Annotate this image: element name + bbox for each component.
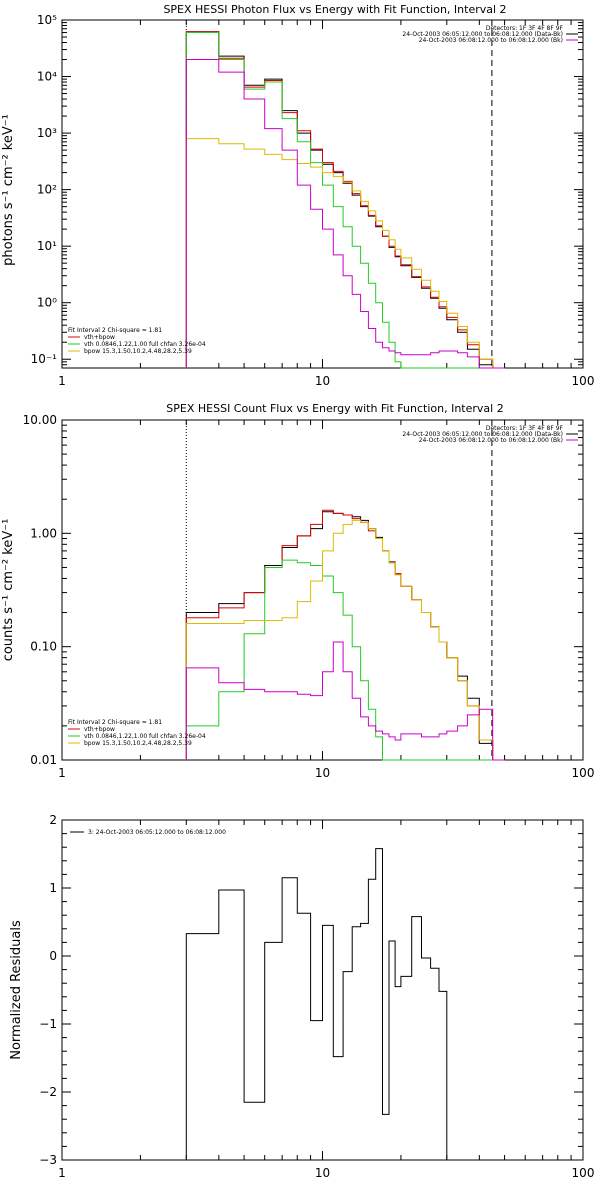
- panel-3-xtick-label: 1: [58, 1166, 66, 1180]
- panel-1-ytick-label: 10¹: [37, 239, 57, 253]
- panel-3-legend-topleft-text: 3: 24-Oct-2003 06:05:12.000 to 06:08:12.…: [88, 829, 226, 836]
- panel-2-series-background: [185, 641, 505, 761]
- panel-1-legend-bottomleft-text: vth 0.0846,1.22,1.00 full chfan 3.26e-04: [84, 341, 206, 348]
- panel-2-xtick-label: 100: [572, 766, 595, 780]
- panel-1-ytick-label: 10²: [37, 183, 57, 197]
- panel-3-ylabel: Normalized Residuals: [9, 920, 24, 1060]
- panel-2-series-bpow: [185, 519, 505, 761]
- panel-2-frame: [61, 419, 584, 761]
- panel-2-ylabel: counts s⁻¹ cm⁻² keV⁻¹: [1, 519, 16, 662]
- panel-1-ytick-label: 10⁴: [37, 70, 57, 84]
- panel-2-title: SPEX HESSI Count Flux vs Energy with Fit…: [166, 402, 503, 415]
- panel-2-legend-bottomleft-text: bpow 15.3,1.50,10.2,4.48,28.2,5.39: [84, 740, 192, 747]
- panel-1-legend-topright-text: 24-Oct-2003 06:05:12.000 to 06:08:12.000…: [402, 31, 563, 38]
- panel-1-frame: [61, 19, 584, 369]
- panel-2-xtick-label: 1: [58, 766, 66, 780]
- panel-1-series-bpow: [185, 138, 505, 369]
- panel-1-ytick-label: 10³: [37, 126, 57, 140]
- panel-1-series-vth: [185, 32, 505, 369]
- panel-3-ytick-label: −3: [39, 1153, 57, 1167]
- panel-3-ytick-label: 2: [49, 813, 57, 827]
- panel-2-ytick-label: 10.00: [23, 413, 57, 427]
- panel-1-ytick-label: 10⁻¹: [31, 352, 58, 366]
- panel-2-legend-topright-text: 24-Oct-2003 06:05:12.000 to 06:08:12.000…: [402, 431, 563, 438]
- panel-1-legend-topright-text: Detectors: 1F 3F 4F 8F 9F: [486, 25, 564, 32]
- panel-3-ytick-label: 0: [49, 949, 57, 963]
- panel-1-series-background: [185, 59, 505, 369]
- panel-3-ytick-label: −1: [39, 1017, 57, 1031]
- panel-1-ytick-label: 10⁰: [37, 296, 57, 310]
- panel-2-legend-bottomleft-text: vth+bpow: [84, 726, 115, 733]
- panel-1-legend-bottomleft-text: Fit Interval 2 Chi-square = 1.81: [68, 327, 162, 334]
- panel-2-ytick-label: 1.00: [30, 526, 57, 540]
- panel-1-legend-bottomleft-text: bpow 15.3,1.50,10.2,4.48,28.2,5.39: [84, 348, 192, 355]
- panel-2-series-fit: [185, 509, 505, 761]
- panel-2-series-total: [185, 511, 505, 761]
- panel-2-series-vth: [185, 559, 505, 761]
- panel-2-xtick-label: 10: [315, 766, 330, 780]
- panel-1-legend-bottomleft-text: vth+bpow: [84, 334, 115, 341]
- panel-1-ytick-label: 10⁵: [37, 13, 57, 27]
- panel-2-ytick-label: 0.10: [30, 640, 57, 654]
- panel-1-series-fit: [185, 31, 505, 369]
- panel-2-legend-topright-text: 24-Oct-2003 06:08:12.000 to 06:08:12.000…: [419, 437, 563, 444]
- panel-3-xtick-label: 10: [315, 1166, 330, 1180]
- panel-2-legend-topright-text: Detectors: 1F 3F 4F 8F 9F: [486, 425, 564, 432]
- panel-3-series-total: [185, 848, 448, 1160]
- panel-1-xtick-label: 10: [315, 374, 330, 388]
- panel-2-ytick-label: 0.01: [30, 753, 57, 767]
- panel-1-xtick-label: 1: [58, 374, 66, 388]
- panel-2-legend-bottomleft-text: vth 0.0846,1.22,1.00 full chfan 3.26e-04: [84, 733, 206, 740]
- panel-1-ylabel: photons s⁻¹ cm⁻² keV⁻¹: [1, 114, 16, 266]
- panel-1-title: SPEX HESSI Photon Flux vs Energy with Fi…: [163, 3, 506, 16]
- panel-2-legend-bottomleft-text: Fit Interval 2 Chi-square = 1.81: [68, 719, 162, 726]
- panel-3-xtick-label: 100: [572, 1166, 595, 1180]
- panel-3-ytick-label: 1: [49, 881, 57, 895]
- panel-1-legend-topright-text: 24-Oct-2003 06:08:12.000 to 06:08:12.000…: [419, 37, 563, 44]
- panel-1-xtick-label: 100: [572, 374, 595, 388]
- panel-3-ytick-label: −2: [39, 1085, 57, 1099]
